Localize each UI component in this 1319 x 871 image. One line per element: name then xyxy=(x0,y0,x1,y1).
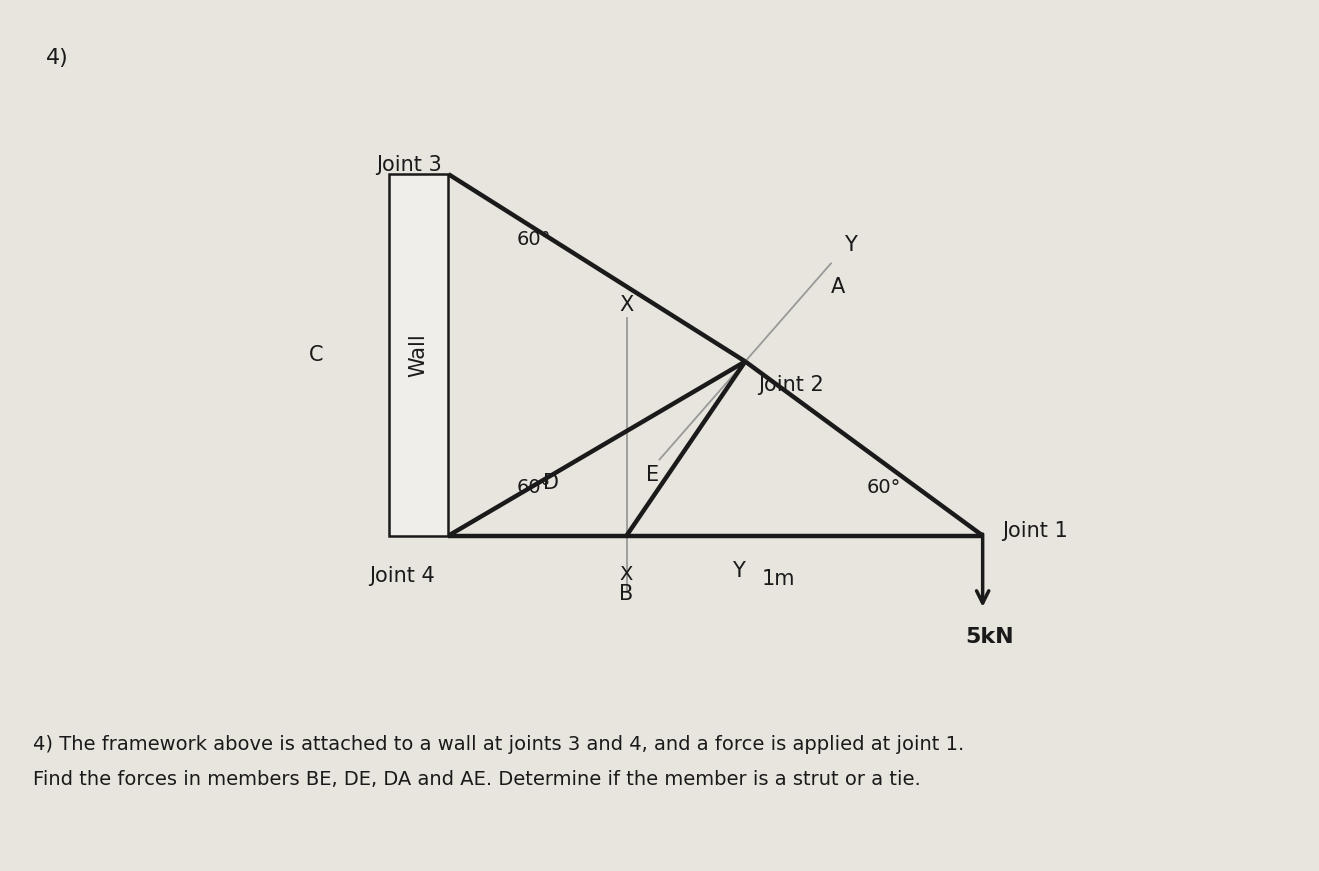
Text: X: X xyxy=(620,295,633,314)
Text: 4) The framework above is attached to a wall at joints 3 and 4, and a force is a: 4) The framework above is attached to a … xyxy=(33,735,964,754)
Text: 4): 4) xyxy=(46,48,69,68)
Text: B: B xyxy=(620,584,633,604)
Text: X: X xyxy=(620,564,633,584)
Text: Wall: Wall xyxy=(409,333,429,377)
Text: 60°: 60° xyxy=(517,230,551,249)
Text: Y: Y xyxy=(732,561,745,580)
Text: 60°: 60° xyxy=(867,478,901,497)
Text: 60°: 60° xyxy=(517,478,551,497)
Text: C: C xyxy=(310,345,323,365)
Text: 1m: 1m xyxy=(761,569,795,589)
Text: Find the forces in members BE, DE, DA and AE. Determine if the member is a strut: Find the forces in members BE, DE, DA an… xyxy=(33,770,921,789)
Bar xyxy=(389,174,448,536)
Text: A: A xyxy=(831,278,844,297)
Text: Joint 3: Joint 3 xyxy=(376,156,442,175)
Text: Joint 2: Joint 2 xyxy=(758,375,824,395)
Text: D: D xyxy=(542,474,559,493)
Text: Y: Y xyxy=(844,234,857,254)
Text: Joint 4: Joint 4 xyxy=(369,566,435,586)
Text: Joint 1: Joint 1 xyxy=(1002,522,1068,541)
Text: 5kN: 5kN xyxy=(966,627,1013,647)
Text: E: E xyxy=(646,465,660,484)
